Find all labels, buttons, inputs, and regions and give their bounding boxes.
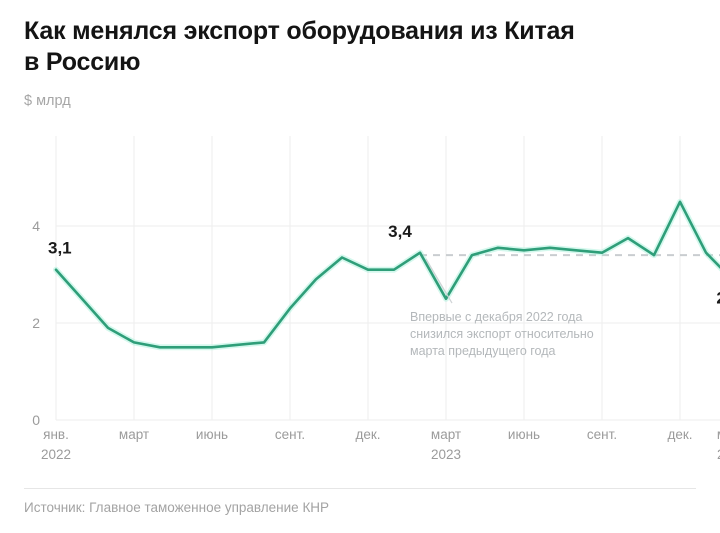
- x-axis-tick-label: март 2024: [717, 425, 720, 466]
- x-axis: янв. 2022 март июнь сент. дек. март 2023 июнь сен…: [0, 425, 720, 480]
- x-axis-tick-label: июнь: [508, 425, 540, 445]
- x-axis-tick-label: сент.: [275, 425, 305, 445]
- series-line: [54, 200, 720, 349]
- y-axis-tick-labels: 0 2 4: [32, 218, 40, 428]
- unit-label: $ млрд: [24, 92, 71, 109]
- x-axis-tick-month: март: [717, 427, 720, 442]
- x-axis-tick-month: янв.: [43, 427, 69, 442]
- x-axis-tick-year: 2022: [40, 447, 72, 463]
- x-axis-tick-month: сент.: [586, 427, 618, 442]
- footer-divider: [24, 488, 696, 489]
- x-axis-tick-label: март: [119, 425, 149, 445]
- x-axis-tick-label: сент.: [587, 425, 617, 445]
- x-axis-tick-label: янв. 2022: [41, 425, 71, 466]
- grid-lines: [55, 136, 681, 420]
- x-axis-tick-label: дек.: [355, 425, 380, 445]
- y-axis-tick-label: 4: [32, 218, 40, 234]
- x-axis-tick-label: июнь: [196, 425, 228, 445]
- chart-plot-area: 0 2 4 3,1 3,4 2,9 Впервые с декабря 2022 г…: [0, 130, 720, 430]
- chart-header: Как менялся экспорт оборудования из Кита…: [24, 16, 684, 109]
- y-gridlines: [56, 225, 720, 421]
- data-label-mid: 3,4: [388, 222, 412, 241]
- y-axis-tick-label: 0: [32, 412, 40, 428]
- x-axis-tick-label: дек.: [667, 425, 692, 445]
- annotation-leader-line: [425, 258, 453, 304]
- x-axis-tick-month: март: [430, 427, 462, 442]
- x-axis-tick-year: 2024: [717, 445, 720, 465]
- annotation-line-1: Впервые с декабря 2022 года: [410, 310, 582, 324]
- data-label-end: 2,9: [716, 288, 720, 307]
- page-title: Как менялся экспорт оборудования из Кита…: [24, 17, 575, 77]
- x-axis-tick-label: март 2023: [431, 425, 461, 466]
- x-axis-tick-month: июнь: [195, 427, 229, 442]
- chart-source: Источник: Главное таможенное управление …: [24, 500, 330, 515]
- x-axis-tick-month: дек.: [667, 427, 693, 442]
- x-axis-tick-month: сент.: [274, 427, 306, 442]
- x-axis-tick-month: март: [118, 427, 150, 442]
- annotation-line-2: снизился экспорт относительно: [410, 327, 594, 341]
- annotation-line-3: марта предыдущего года: [410, 344, 556, 358]
- x-axis-tick-month: июнь: [507, 427, 541, 442]
- x-axis-tick-month: дек.: [355, 427, 381, 442]
- line-chart-svg: 0 2 4 3,1 3,4 2,9 Впервые с декабря 2022 г…: [32, 136, 720, 428]
- y-axis-tick-label: 2: [32, 315, 40, 331]
- data-label-start: 3,1: [48, 239, 72, 258]
- x-axis-tick-year: 2023: [430, 447, 462, 463]
